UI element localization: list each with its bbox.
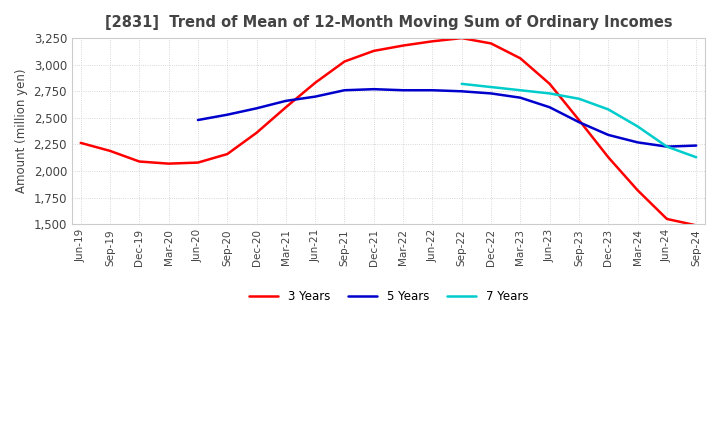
3 Years [516, 56, 525, 61]
3 Years [223, 151, 232, 157]
5 Years [516, 95, 525, 100]
3 Years [575, 117, 583, 123]
7 Years [604, 107, 613, 112]
3 Years [164, 161, 173, 166]
Y-axis label: Amount (million yen): Amount (million yen) [15, 69, 28, 194]
7 Years [692, 154, 701, 160]
5 Years [369, 87, 378, 92]
3 Years [194, 160, 202, 165]
5 Years [634, 140, 642, 145]
3 Years [369, 48, 378, 54]
5 Years [457, 89, 466, 94]
Line: 3 Years: 3 Years [81, 38, 696, 225]
Title: [2831]  Trend of Mean of 12-Month Moving Sum of Ordinary Incomes: [2831] Trend of Mean of 12-Month Moving … [104, 15, 672, 30]
5 Years [487, 91, 495, 96]
7 Years [457, 81, 466, 87]
5 Years [399, 88, 408, 93]
7 Years [662, 144, 671, 149]
3 Years [457, 36, 466, 41]
7 Years [516, 88, 525, 93]
3 Years [487, 41, 495, 46]
3 Years [662, 216, 671, 222]
3 Years [428, 39, 437, 44]
3 Years [604, 154, 613, 160]
3 Years [634, 187, 642, 193]
5 Years [340, 88, 348, 93]
Line: 7 Years: 7 Years [462, 84, 696, 157]
5 Years [545, 105, 554, 110]
3 Years [311, 80, 320, 85]
Legend: 3 Years, 5 Years, 7 Years: 3 Years, 5 Years, 7 Years [244, 285, 533, 308]
3 Years [135, 159, 144, 164]
3 Years [252, 130, 261, 136]
5 Years [575, 120, 583, 125]
3 Years [340, 59, 348, 64]
3 Years [545, 81, 554, 87]
5 Years [692, 143, 701, 148]
3 Years [399, 43, 408, 48]
3 Years [282, 105, 290, 110]
5 Years [194, 117, 202, 123]
3 Years [76, 140, 85, 146]
3 Years [106, 148, 114, 154]
5 Years [252, 106, 261, 111]
7 Years [487, 84, 495, 90]
5 Years [662, 144, 671, 149]
5 Years [311, 94, 320, 99]
7 Years [575, 96, 583, 101]
7 Years [545, 91, 554, 96]
7 Years [634, 124, 642, 129]
5 Years [428, 88, 437, 93]
5 Years [604, 132, 613, 138]
5 Years [223, 112, 232, 117]
3 Years [692, 223, 701, 228]
5 Years [282, 98, 290, 103]
Line: 5 Years: 5 Years [198, 89, 696, 147]
